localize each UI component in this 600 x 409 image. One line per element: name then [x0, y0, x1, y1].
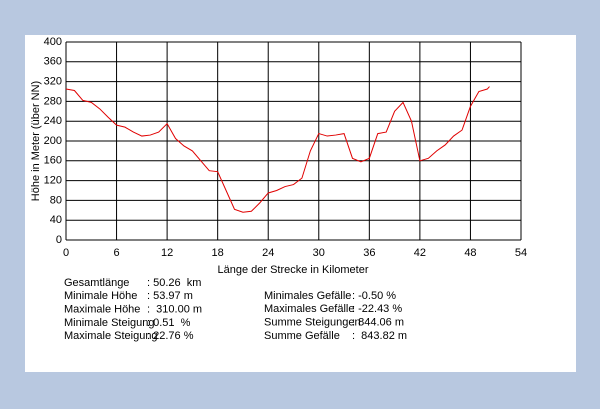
stat-value: : 844.06 m [352, 317, 404, 329]
x-tick-label: 6 [113, 247, 119, 259]
stat-value: : -22.43 % [352, 303, 402, 315]
stat-label: Summe Gefälle [264, 330, 340, 342]
stat-value: : 0.51 % [147, 317, 191, 329]
x-tick-label: 0 [63, 247, 69, 259]
stat-label: Gesamtlänge [64, 277, 129, 289]
y-tick-label: 120 [44, 175, 62, 187]
stat-label: Minimales Gefälle [264, 290, 351, 302]
y-tick-label: 40 [50, 214, 62, 226]
stat-label: Maximale Höhe [64, 304, 140, 316]
stat-label: Summe Steigungen [264, 317, 361, 329]
stat-label: Minimale Steigung [64, 317, 155, 329]
x-tick-label: 30 [313, 247, 325, 259]
y-tick-label: 320 [44, 76, 62, 88]
stat-value: : 50.26 km [147, 277, 201, 289]
y-tick-label: 200 [44, 135, 62, 147]
stat-value: : 310.00 m [147, 304, 202, 316]
x-axis-label: Länge der Strecke in Kilometer [217, 264, 368, 276]
x-tick-label: 12 [161, 247, 173, 259]
stat-value: : -0.50 % [352, 290, 396, 302]
y-tick-label: 0 [56, 234, 62, 246]
stat-value: : 53.97 m [147, 290, 193, 302]
x-tick-label: 18 [212, 247, 224, 259]
y-tick-label: 240 [44, 115, 62, 127]
stat-value: : 22.76 % [147, 330, 194, 342]
y-tick-label: 280 [44, 95, 62, 107]
y-tick-label: 160 [44, 155, 62, 167]
stat-label: Maximale Steigung [64, 330, 158, 342]
x-tick-label: 48 [464, 247, 476, 259]
y-tick-label: 80 [50, 194, 62, 206]
x-tick-label: 36 [363, 247, 375, 259]
stat-value: : 843.82 m [352, 330, 407, 342]
stat-label: Maximales Gefälle [264, 303, 354, 315]
x-tick-label: 54 [515, 247, 527, 259]
y-tick-label: 360 [44, 56, 62, 68]
x-tick-label: 42 [414, 247, 426, 259]
y-axis-label: Höhe in Meter (über NN) [30, 81, 42, 201]
stat-label: Minimale Höhe [64, 290, 137, 302]
elevation-line [65, 86, 490, 213]
y-tick-label: 400 [44, 36, 62, 48]
x-tick-label: 24 [262, 247, 274, 259]
